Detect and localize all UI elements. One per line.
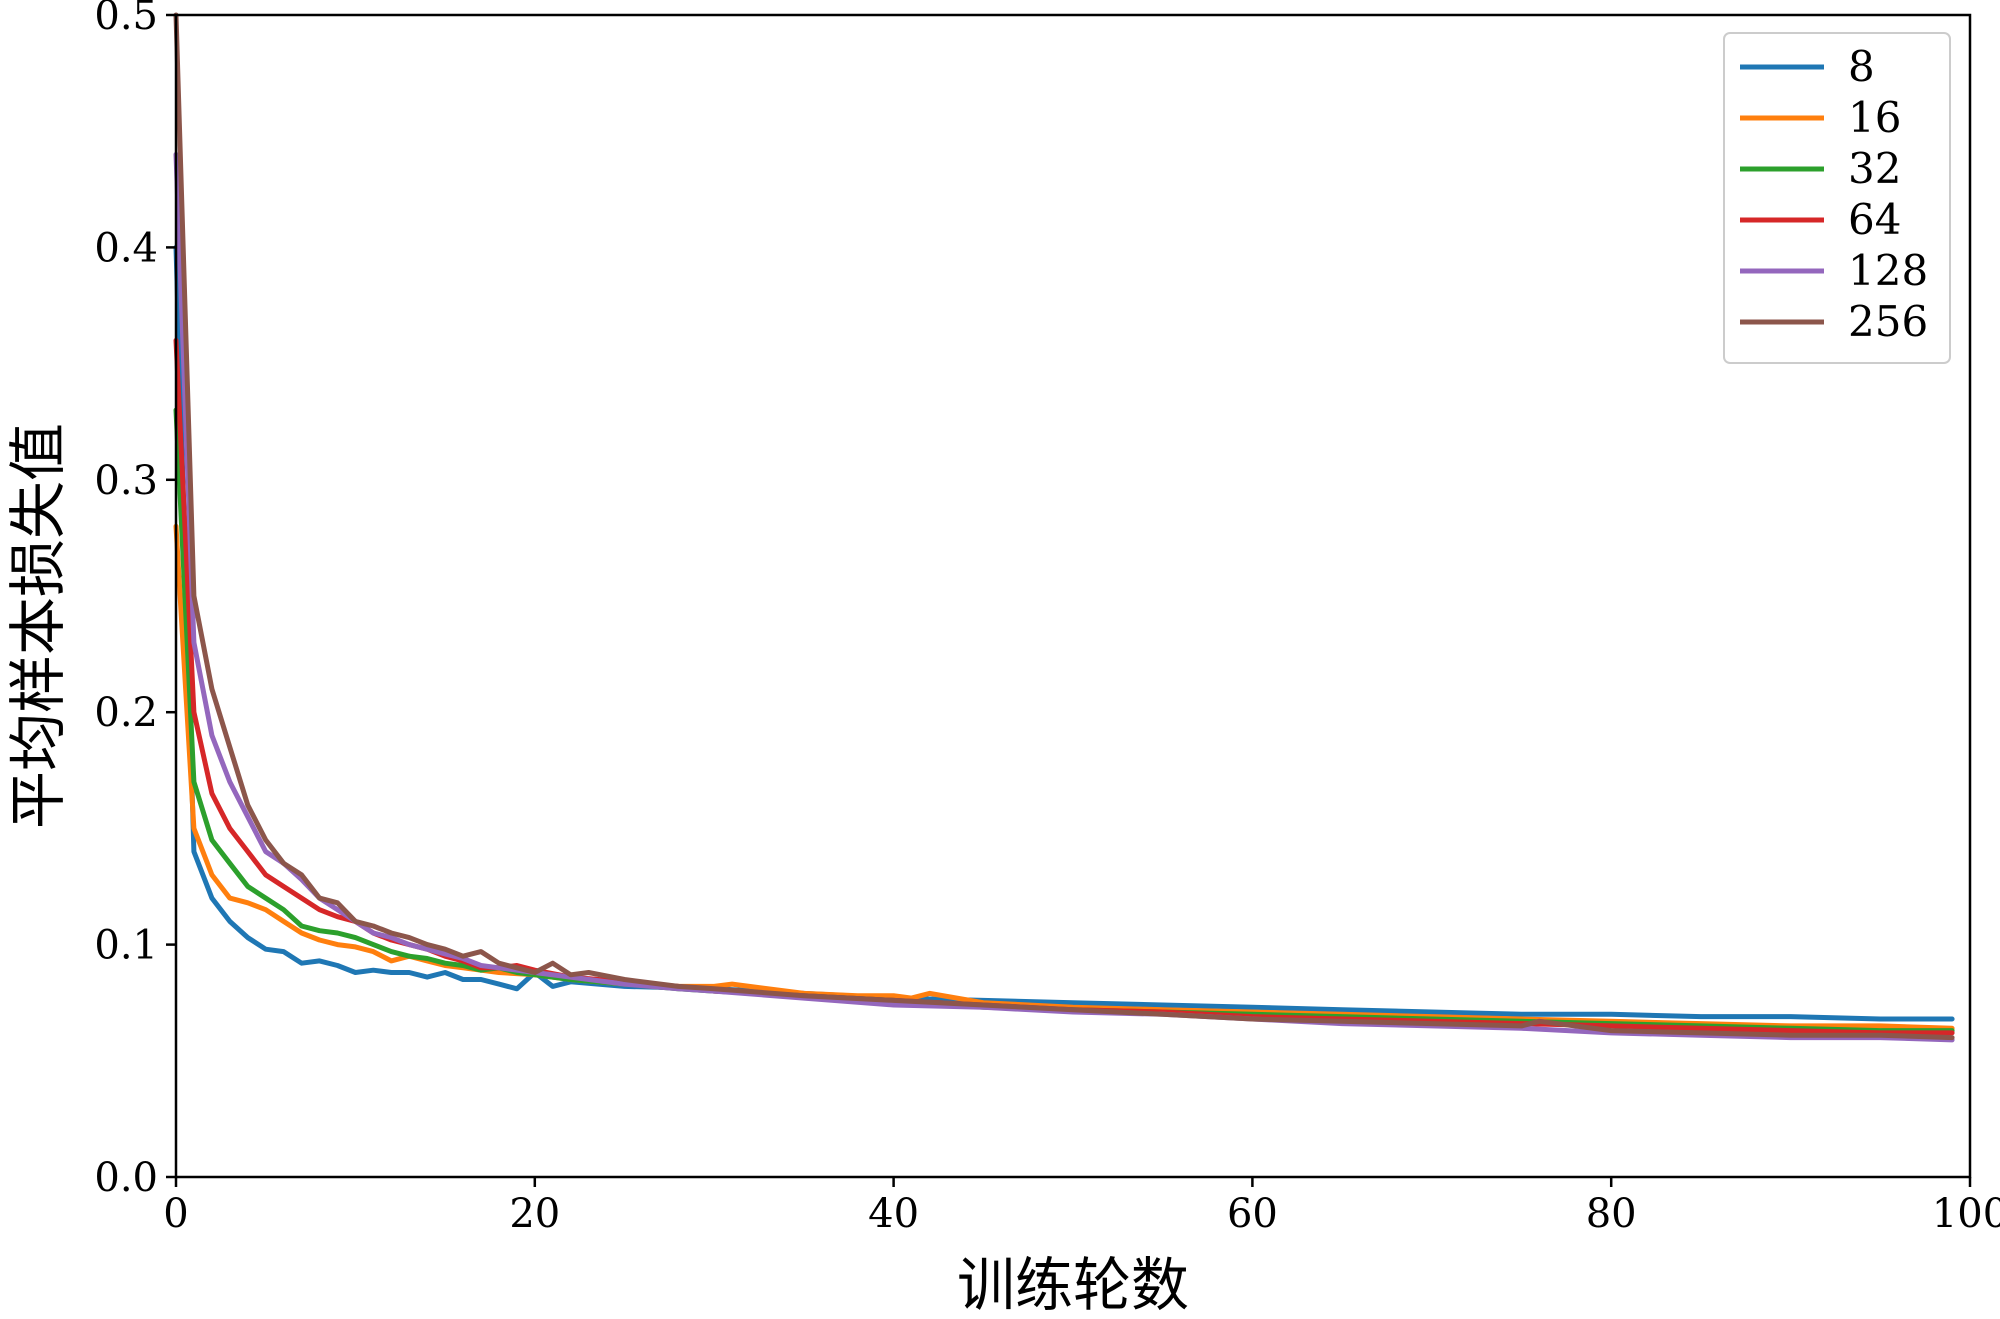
series-line-8	[173, 244, 1955, 1022]
x-tick-label: 40	[868, 1191, 919, 1237]
x-tick-label: 20	[509, 1191, 560, 1237]
series-line-32	[173, 407, 1955, 1034]
legend-label-128: 128	[1848, 246, 1928, 295]
legend-label-8: 8	[1848, 42, 1875, 91]
x-tick-label: 100	[1932, 1191, 2000, 1237]
y-tick-label: 0.5	[94, 0, 158, 39]
y-tick-label: 0.0	[94, 1155, 158, 1201]
y-tick-label: 0.4	[94, 225, 158, 271]
legend-label-32: 32	[1848, 144, 1901, 193]
x-tick-label: 80	[1586, 1191, 1637, 1237]
series-line-256	[173, 12, 1955, 1041]
legend-label-64: 64	[1848, 195, 1901, 244]
series-line-64	[173, 337, 1955, 1036]
x-axis-title: 训练轮数	[957, 1251, 1189, 1319]
x-tick-label: 0	[163, 1191, 188, 1237]
series-line-128	[173, 151, 1955, 1043]
x-axis-ticks: 0 20 40 60 80 100	[163, 1177, 2000, 1237]
legend-label-256: 256	[1848, 297, 1928, 346]
x-tick-label: 60	[1227, 1191, 1278, 1237]
y-axis-title: 平均样本损失值	[4, 423, 72, 829]
y-tick-label: 0.3	[94, 458, 158, 504]
y-tick-label: 0.2	[94, 690, 158, 736]
plot-frame	[174, 13, 1972, 1179]
legend-label-16: 16	[1848, 93, 1901, 142]
y-tick-label: 0.1	[94, 923, 158, 969]
y-axis-ticks: 0.0 0.1 0.2 0.3 0.4 0.5	[94, 0, 176, 1201]
series-layer	[173, 12, 1955, 1043]
